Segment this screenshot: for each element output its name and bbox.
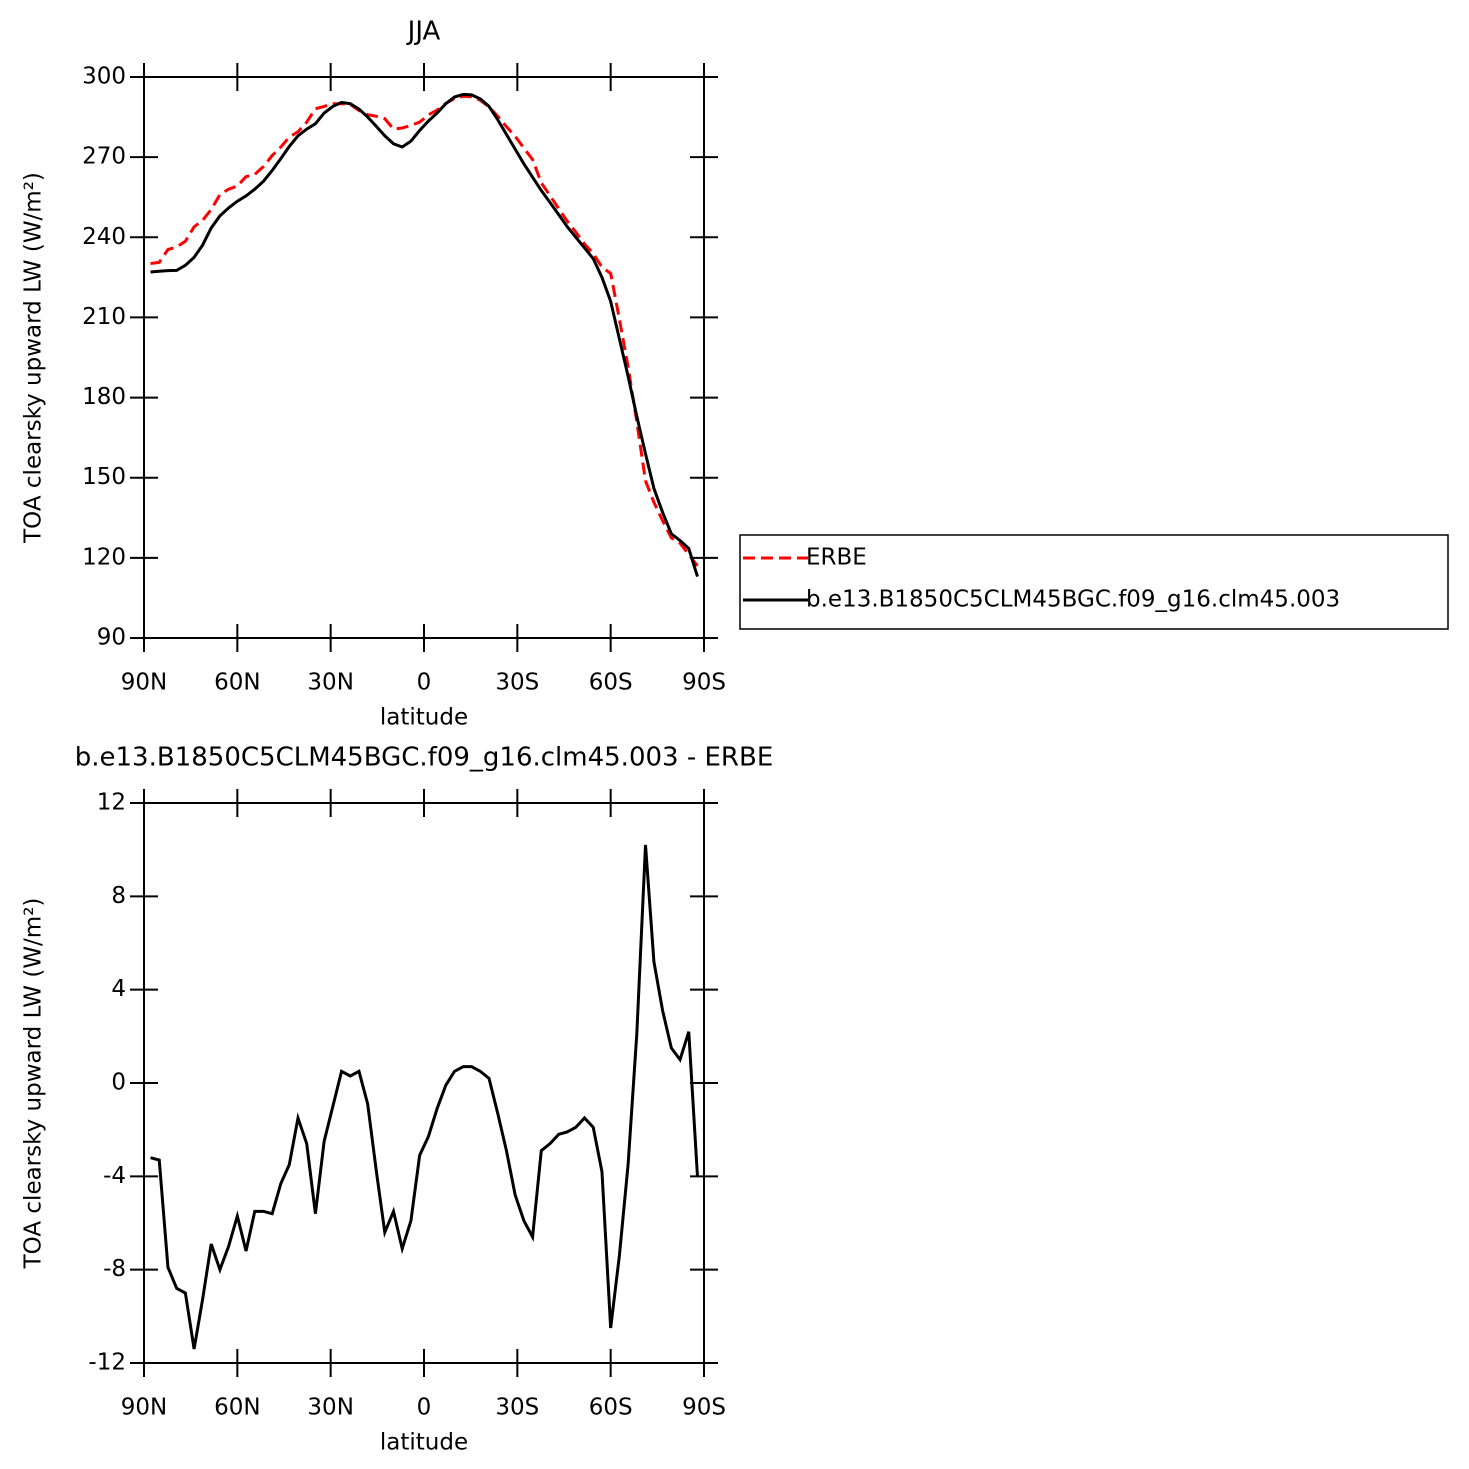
series-line <box>150 844 699 1350</box>
y-axis-label: TOA clearsky upward LW (W/m²) <box>21 898 47 1270</box>
y-tick-label: 4 <box>111 976 126 1002</box>
chart-title: JJA <box>406 17 441 47</box>
x-tick-label: 90S <box>682 670 726 696</box>
x-tick-label: 30N <box>307 1395 353 1421</box>
x-tick-label: 90S <box>682 1395 726 1421</box>
legend-label: b.e13.B1850C5CLM45BGC.f09_g16.clm45.003 <box>806 587 1340 613</box>
x-tick-label: 0 <box>417 670 432 696</box>
y-tick-label: 8 <box>111 883 126 909</box>
x-axis-label: latitude <box>380 705 468 731</box>
x-tick-label: 30S <box>495 670 539 696</box>
x-tick-label: 60N <box>214 670 260 696</box>
series-line <box>150 94 699 567</box>
plot-frame <box>143 76 705 639</box>
y-axis-label: TOA clearsky upward LW (W/m²) <box>21 172 47 544</box>
y-tick-label: -8 <box>103 1256 126 1282</box>
y-tick-label: 270 <box>82 144 126 170</box>
x-tick-label: 30N <box>307 670 353 696</box>
x-tick-label: 0 <box>417 1395 432 1421</box>
y-tick-label: 300 <box>82 64 126 90</box>
y-tick-label: 210 <box>82 304 126 330</box>
y-tick-label: 240 <box>82 224 126 250</box>
y-tick-label: 150 <box>82 464 126 490</box>
series-line <box>150 92 699 578</box>
legend-label: ERBE <box>806 545 867 571</box>
x-tick-label: 90N <box>121 670 167 696</box>
y-tick-label: -12 <box>88 1350 126 1376</box>
x-tick-label: 60S <box>589 670 633 696</box>
y-tick-label: 90 <box>97 625 126 651</box>
plot-frame <box>143 802 705 1364</box>
y-tick-label: 12 <box>97 790 126 816</box>
x-tick-label: 60S <box>589 1395 633 1421</box>
chart-title: b.e13.B1850C5CLM45BGC.f09_g16.clm45.003 … <box>75 743 774 773</box>
x-tick-label: 60N <box>214 1395 260 1421</box>
x-tick-label: 90N <box>121 1395 167 1421</box>
y-tick-label: 180 <box>82 384 126 410</box>
legend-box <box>739 534 1449 630</box>
y-tick-label: 0 <box>111 1070 126 1096</box>
y-tick-label: 120 <box>82 544 126 570</box>
x-axis-label: latitude <box>380 1430 468 1456</box>
x-tick-label: 30S <box>495 1395 539 1421</box>
y-tick-label: -4 <box>103 1163 126 1189</box>
